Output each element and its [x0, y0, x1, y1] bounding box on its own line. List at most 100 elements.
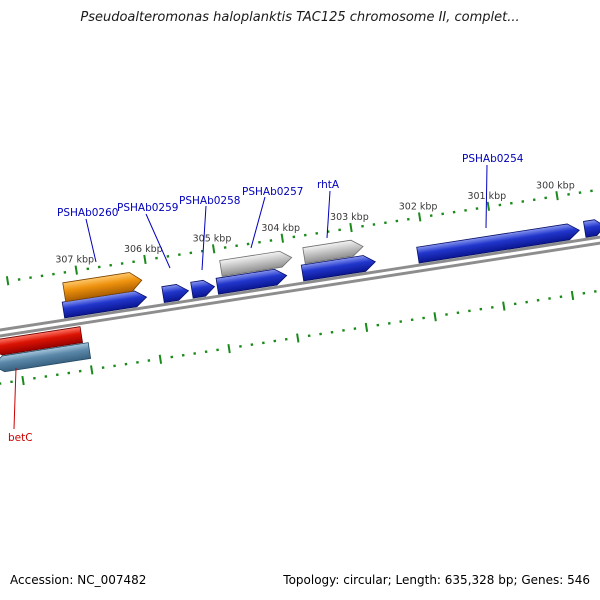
genome-track	[0, 189, 600, 386]
ruler-label: 300 kbp	[536, 180, 575, 191]
ruler-minor-tick	[410, 318, 414, 322]
ruler-minor-tick	[55, 373, 59, 377]
ruler-minor-tick	[441, 212, 445, 216]
gene-arrow-rhta[interactable]	[302, 239, 364, 264]
gene-label-pshab0260[interactable]: PSHAb0260	[57, 207, 118, 219]
ruler-minor-tick	[78, 369, 82, 373]
ruler-minor-tick	[17, 278, 21, 281]
gene-label-leader	[13, 367, 17, 430]
ruler-minor-tick	[406, 217, 410, 221]
ruler-major-tick	[90, 365, 94, 375]
ruler-minor-tick	[44, 375, 48, 378]
ruler-minor-tick	[395, 219, 399, 223]
gene-label-pshab0257[interactable]: PSHAb0257	[242, 186, 303, 198]
ruler-minor-tick	[567, 193, 570, 196]
backbone-outer-line	[0, 227, 600, 335]
ruler-major-tick	[364, 322, 369, 332]
gene-arrow-pshab0258[interactable]	[190, 279, 216, 299]
ruler-minor-tick	[376, 323, 380, 327]
ruler-minor-tick	[292, 235, 296, 239]
gene-arrow[interactable]	[0, 342, 92, 374]
gene-arrow[interactable]	[583, 218, 600, 238]
ruler-minor-tick	[193, 352, 197, 355]
ruler-minor-tick	[155, 256, 158, 260]
ruler-minor-tick	[468, 309, 471, 313]
ruler-major-tick	[502, 301, 506, 311]
ruler-major-tick	[74, 265, 78, 275]
ruler-minor-tick	[273, 339, 277, 343]
ruler-minor-tick	[166, 255, 170, 258]
ruler-minor-tick	[97, 265, 101, 269]
ruler-minor-tick	[239, 345, 242, 348]
ruler-minor-tick	[109, 263, 113, 267]
ruler-minor-tick	[532, 198, 536, 202]
gene-label-pshab0258[interactable]: PSHAb0258	[179, 195, 240, 207]
ruler-minor-tick	[101, 366, 105, 370]
ruler-label: 302 kbp	[399, 202, 438, 213]
gene-label-leader	[201, 205, 207, 271]
ruler-minor-tick	[33, 376, 36, 380]
status-bar: Accession: NC_007482 Topology: circular;…	[10, 573, 590, 587]
ruler-minor-tick	[452, 210, 456, 214]
ruler-minor-tick	[475, 207, 479, 210]
ruler-minor-tick	[0, 382, 2, 385]
ruler-major-tick	[227, 344, 231, 354]
ruler-minor-tick	[86, 267, 90, 271]
ruler-minor-tick	[204, 350, 208, 354]
ruler-minor-tick	[147, 359, 151, 362]
backbone-inner-line	[0, 233, 600, 341]
ruler-major-tick	[21, 375, 25, 386]
ruler-label: 303 kbp	[330, 212, 369, 223]
ruler-minor-tick	[269, 239, 273, 242]
ruler-minor-tick	[582, 291, 586, 295]
ruler-minor-tick	[521, 200, 525, 203]
gene-arrow-pshab0259[interactable]	[161, 283, 190, 303]
ruler-major-tick	[296, 333, 300, 343]
gene-label-betc[interactable]: betC	[8, 432, 33, 444]
gene-label-pshab0254[interactable]: PSHAb0254	[462, 153, 524, 165]
gene-arrow-pshab0254[interactable]	[416, 222, 581, 264]
ruler-minor-tick	[315, 232, 319, 235]
ruler-minor-tick	[261, 341, 265, 345]
gene-label-leader	[250, 196, 266, 249]
gene-arrow[interactable]	[300, 254, 376, 282]
ruler-minor-tick	[307, 334, 311, 338]
ruler-minor-tick	[548, 297, 551, 300]
ruler-minor-tick	[578, 191, 582, 194]
gene-arrow[interactable]	[215, 268, 288, 295]
ruler-minor-tick	[303, 233, 307, 237]
ruler-minor-tick	[342, 329, 345, 332]
gene-label-pshab0259[interactable]: PSHAb0259	[117, 202, 178, 214]
gene-label-rhta[interactable]: rhtA	[317, 179, 340, 191]
ruler-minor-tick	[63, 270, 67, 274]
ruler-minor-tick	[338, 228, 342, 232]
ruler-minor-tick	[429, 214, 433, 218]
gene-arrow-betc[interactable]	[0, 326, 83, 357]
ruler-minor-tick	[246, 242, 250, 246]
ruler-minor-tick	[464, 208, 467, 212]
ruler-minor-tick	[559, 295, 563, 299]
ruler-minor-tick	[536, 298, 540, 302]
gene-arrow-pshab0257[interactable]	[219, 250, 293, 277]
ruler-minor-tick	[544, 196, 548, 200]
genome-summary-text: Topology: circular; Length: 635,328 bp; …	[283, 573, 590, 587]
gene-arrow-pshab0260[interactable]	[62, 271, 143, 303]
ruler-minor-tick	[456, 311, 460, 315]
ruler-minor-tick	[319, 332, 322, 336]
map-title: Pseudoalteromonas haloplanktis TAC125 ch…	[80, 10, 520, 25]
ruler-minor-tick	[250, 343, 254, 346]
ruler-minor-tick	[120, 262, 124, 265]
ruler-minor-tick	[399, 320, 403, 323]
ruler-minor-tick	[216, 348, 219, 352]
ruler-major-tick	[433, 312, 437, 322]
ruler-major-tick	[143, 254, 147, 265]
ruler-minor-tick	[284, 337, 288, 341]
ruler-minor-tick	[330, 330, 334, 334]
ruler-minor-tick	[258, 240, 261, 244]
ruler-minor-tick	[178, 253, 181, 257]
ruler-minor-tick	[498, 203, 502, 207]
ruler-minor-tick	[136, 360, 139, 364]
ruler-minor-tick	[353, 327, 357, 331]
ruler-minor-tick	[509, 201, 513, 205]
